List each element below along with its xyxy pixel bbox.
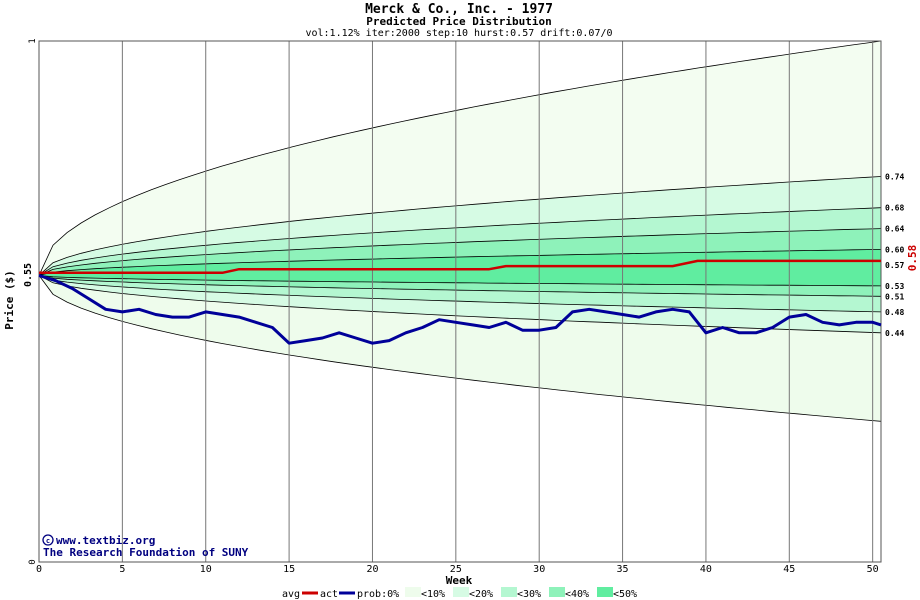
legend-swatch-1: [405, 587, 421, 597]
band-value-label: 0.53: [885, 282, 904, 291]
legend-prob-label: prob:0%: [357, 589, 399, 600]
y-tick-label: 0: [28, 559, 38, 564]
plot-area: 0 5 10 15 20 25 30 35 40 45 50 0 1 0.74 0.68 0.64 0.60 0.…: [28, 38, 904, 575]
x-tick-label: 45: [783, 564, 795, 575]
band-value-label: 0.68: [885, 204, 904, 213]
x-tick-label: 5: [119, 564, 125, 575]
band-boundary-1: [38, 275, 882, 422]
x-tick-label: 50: [867, 564, 879, 575]
legend-swatch-4: [549, 587, 565, 597]
y-axis-label: Price ($): [3, 270, 16, 330]
legend-avg-label: avg: [282, 589, 300, 600]
x-tick-label: 35: [617, 564, 629, 575]
x-tick-label: 40: [700, 564, 712, 575]
band-value-label: 0.64: [885, 225, 904, 234]
copyright-icon: [42, 534, 54, 546]
legend-swatch-5: [597, 587, 613, 597]
band-boundary-8: [38, 275, 882, 287]
legend-act-label: act: [320, 589, 338, 600]
band-boundary-5: [38, 207, 882, 276]
x-axis-label: Week: [446, 574, 473, 587]
credit-line1: www.textbiz.org: [56, 534, 155, 547]
chart-subtitle: Predicted Price Distribution: [366, 15, 551, 28]
band-value-label: 0.60: [885, 245, 904, 254]
y-tick-label: 1: [28, 38, 38, 43]
band-value-label: 0.57: [885, 261, 904, 270]
x-tick-label: 10: [200, 564, 212, 575]
series-act-line: [38, 273, 882, 345]
credit-line2: The Research Foundation of SUNY: [43, 546, 249, 559]
band-value-label: 0.74: [885, 172, 904, 181]
band-value-label: 0.48: [885, 308, 904, 317]
x-tick-label: 20: [366, 564, 378, 575]
band-boundary-0: [38, 40, 882, 276]
legend-item-1: <10%: [421, 589, 445, 600]
x-tick-label: 30: [533, 564, 545, 575]
legend-swatch-2: [453, 587, 469, 597]
start-price-label: 0.55: [23, 263, 34, 287]
x-tick-label: 15: [283, 564, 295, 575]
x-tick-label: 25: [450, 564, 462, 575]
credit: c www.textbiz.org The Research Foundatio…: [42, 534, 249, 559]
legend: avg act prob:0% <10% <20% <30% <40% <50%: [282, 587, 637, 600]
band-5: [39, 249, 881, 286]
legend-item-4: <40%: [565, 589, 589, 600]
series-avg-line: [39, 259, 881, 275]
band-boundary-2: [38, 176, 882, 276]
band-boundary-3: [38, 275, 882, 334]
legend-item-2: <20%: [469, 589, 493, 600]
band-boundary-4: [38, 275, 882, 313]
chart-params: vol:1.12% iter:2000 step:10 hurst:0.57 d…: [305, 28, 612, 39]
legend-item-3: <30%: [517, 589, 541, 600]
band-boundary-9: [38, 249, 882, 276]
last-price-label: 0.58: [906, 245, 919, 272]
legend-swatch-3: [501, 587, 517, 597]
legend-item-5: <50%: [613, 589, 637, 600]
x-tick-label: 0: [36, 564, 42, 575]
copyright-icon: c: [46, 537, 50, 545]
plot-border: [38, 40, 882, 563]
band-value-label: 0.44: [885, 329, 904, 338]
band-value-label: 0.51: [885, 292, 904, 301]
band-boundary-7: [38, 228, 882, 276]
chart-title: Merck & Co., Inc. - 1977: [365, 2, 553, 17]
band-boundary-6: [38, 275, 882, 297]
